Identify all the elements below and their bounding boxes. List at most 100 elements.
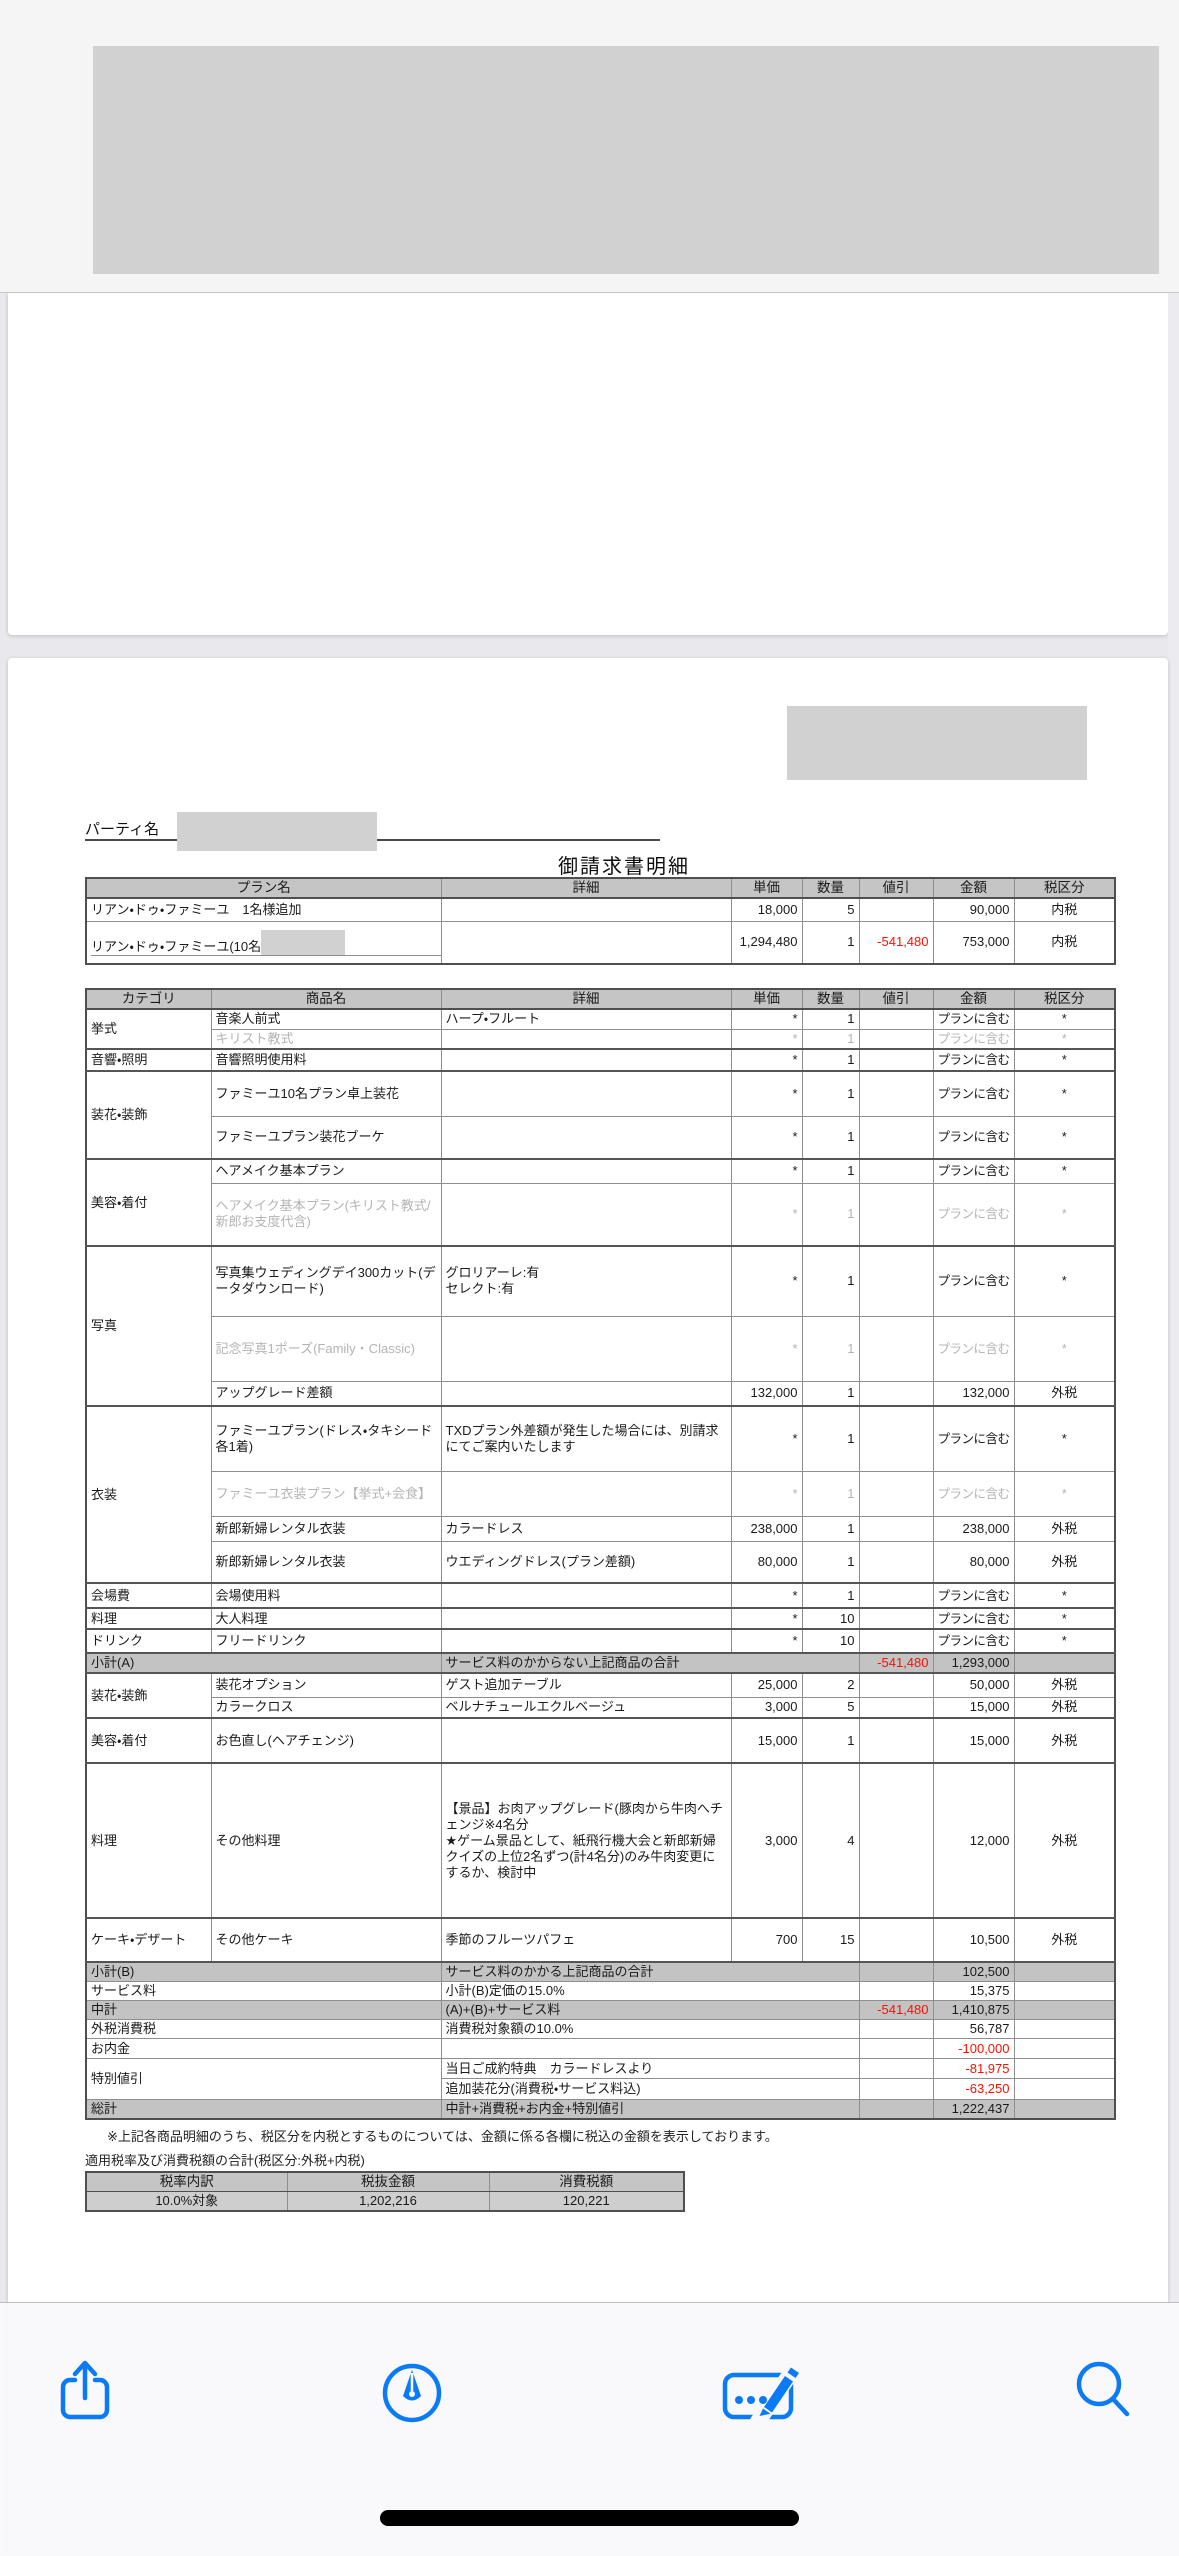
amount-cell: 15,000 <box>932 1696 1015 1719</box>
product-name-cell: フリードリンク <box>210 1628 442 1654</box>
product-name-cell: 音楽人前式 <box>210 1008 442 1030</box>
detail-cell: グロリアーレ:有 セレクト:有 <box>440 1245 732 1317</box>
discount-cell <box>858 1405 934 1472</box>
unit-price-cell: * <box>730 1048 803 1072</box>
tax-row: 10.0%対象 1,202,216 120,221 <box>85 2191 685 2212</box>
product-name-cell: 新郎新婦レンタル衣装 <box>210 1540 442 1584</box>
tax-type-cell <box>1013 2058 1116 2079</box>
unit-price-cell: * <box>730 1607 803 1630</box>
tax-type-cell: 外税 <box>1013 1380 1116 1407</box>
detail-cell <box>440 1628 732 1654</box>
sign-form-button[interactable] <box>717 2353 809 2431</box>
detail-cell <box>440 1028 732 1050</box>
detail-cell <box>440 1582 732 1609</box>
tax-type-cell: * <box>1013 1115 1116 1160</box>
product-name-cell: 写真集ウェディングデイ300カット(データダウンロード) <box>210 1245 442 1317</box>
summary-row: 追加装花分(消費税・サービス料込) -63,250 <box>86 2078 1116 2100</box>
tax-type-cell <box>1013 2099 1116 2120</box>
amount-cell: プランに含む <box>932 1315 1015 1382</box>
quantity-cell: 1 <box>801 1182 860 1247</box>
document-title: 御請求書明細 <box>558 856 690 878</box>
product-name-cell: 新郎新婦レンタル衣装 <box>210 1515 442 1542</box>
product-name-cell: 会場使用料 <box>210 1582 442 1609</box>
quantity-cell: 1 <box>801 1115 860 1160</box>
product-name-cell: その他ケーキ <box>210 1917 442 1963</box>
tax-type-cell <box>1013 2000 1116 2020</box>
table-header-row: プラン名 詳細 単価 数量 値引 金額 税区分 <box>85 877 1116 899</box>
tax-type-cell: * <box>1013 1182 1116 1247</box>
summary-desc-cell <box>440 2038 860 2059</box>
amount-cell: プランに含む <box>932 1158 1015 1184</box>
tax-type-cell: * <box>1013 1405 1116 1472</box>
column-header: 税区分 <box>1013 877 1116 899</box>
quantity-cell: 1 <box>801 1028 860 1050</box>
tax-value-cell: 120,221 <box>488 2191 685 2212</box>
table-header-row: 税率内訳 税抜金額 消費税額 <box>85 2171 685 2192</box>
tax-type-cell <box>1013 1981 1116 2001</box>
amount-cell: 56,787 <box>932 2019 1015 2039</box>
tax-type-cell: * <box>1013 1070 1116 1117</box>
quantity-cell: 4 <box>801 1762 860 1919</box>
unit-price-cell: * <box>730 1008 803 1030</box>
discount-cell: -541,480 <box>858 2000 934 2020</box>
markup-button[interactable] <box>374 2353 450 2429</box>
tax-type-cell: * <box>1013 1582 1116 1609</box>
quantity-cell: 10 <box>801 1628 860 1654</box>
amount-cell: 10,500 <box>932 1917 1015 1963</box>
column-header: 税率内訳 <box>85 2171 288 2192</box>
unit-price-cell: 132,000 <box>730 1380 803 1407</box>
item-row: ファミーユプラン装花ブーケ * 1 プランに含む * <box>86 1115 1116 1160</box>
amount-cell: 132,000 <box>932 1380 1015 1407</box>
amount-cell: 1,410,875 <box>932 2000 1015 2020</box>
discount-cell <box>858 1048 934 1072</box>
column-header: 詳細 <box>440 988 732 1010</box>
quantity-cell: 1 <box>801 1048 860 1072</box>
amount-cell: 50,000 <box>932 1672 1015 1698</box>
quantity-cell: 2 <box>801 1672 860 1698</box>
quantity-cell: 15 <box>801 1917 860 1963</box>
discount-cell <box>858 2038 934 2059</box>
category-cell: ケーキ・デザート <box>85 1917 212 1963</box>
unit-price-cell: * <box>730 1158 803 1184</box>
plan-row: リアン・ドゥ・ファミーユ 1名様追加 18,000 5 90,000 内税 <box>85 897 1116 922</box>
product-name-cell: 音響照明使用料 <box>210 1048 442 1072</box>
search-button[interactable] <box>1066 2353 1142 2429</box>
summary-label-cell: サービス料 <box>85 1981 442 2001</box>
tax-type-cell: * <box>1013 1628 1116 1654</box>
quantity-cell: 1 <box>801 1470 860 1517</box>
detail-cell <box>440 1380 732 1407</box>
unit-price-cell: * <box>730 1070 803 1117</box>
summary-label-cell: 小計(B) <box>85 1961 442 1982</box>
cell: 5 <box>801 897 860 922</box>
tax-type-cell: 外税 <box>1013 1540 1116 1584</box>
share-button[interactable] <box>47 2353 123 2429</box>
summary-row: 総計 中計+消費税+お内金+特別値引 1,222,437 <box>85 2099 1116 2120</box>
summary-row: サービス料 小計(B)定価の15.0% 15,375 <box>85 1981 1116 2001</box>
discount-cell <box>858 1696 934 1719</box>
plan-name-cell: リアン・ドゥ・ファミーユ 1名様追加 <box>85 897 442 922</box>
summary-row: 小計(B) サービス料のかかる上記商品の合計 102,500 <box>85 1961 1116 1982</box>
unit-price-cell: 3,000 <box>730 1762 803 1919</box>
quantity-cell: 1 <box>801 1515 860 1542</box>
cell: 1 <box>801 920 860 965</box>
unit-price-cell: * <box>730 1628 803 1654</box>
summary-desc-cell: サービス料のかかる上記商品の合計 <box>440 1961 860 1982</box>
product-name-cell: ファミーユ10名プラン卓上装花 <box>210 1070 442 1117</box>
quantity-cell: 1 <box>801 1070 860 1117</box>
discount-cell <box>858 1008 934 1030</box>
amount-cell: 1,222,437 <box>932 2099 1015 2120</box>
tax-type-cell: 外税 <box>1013 1762 1116 1919</box>
detail-cell <box>440 1070 732 1117</box>
item-row: ケーキ・デザート その他ケーキ 季節のフルーツパフェ 700 15 10,500 外税 <box>85 1917 1116 1963</box>
category-cell: 会場費 <box>85 1582 212 1609</box>
summary-desc-cell: 中計+消費税+お内金+特別値引 <box>440 2099 860 2120</box>
home-indicator[interactable] <box>380 2510 799 2526</box>
item-row: 新郎新婦レンタル衣装 カラードレス 238,000 1 238,000 外税 <box>86 1515 1116 1542</box>
discount-cell <box>858 1315 934 1382</box>
unit-price-cell: 80,000 <box>730 1540 803 1584</box>
summary-row: 小計(A) サービス料のかからない上記商品の合計 -541,480 1,293,000 <box>85 1652 1116 1674</box>
item-row: 料理 その他料理 【景品】お肉アップグレード(豚肉から牛肉へチェンジ※4名分 ★ゲー… <box>85 1762 1116 1919</box>
unit-price-cell: * <box>730 1115 803 1160</box>
product-name-cell: ファミーユ衣装プラン【挙式+会食】 <box>210 1470 442 1517</box>
tax-type-cell: * <box>1013 1315 1116 1382</box>
